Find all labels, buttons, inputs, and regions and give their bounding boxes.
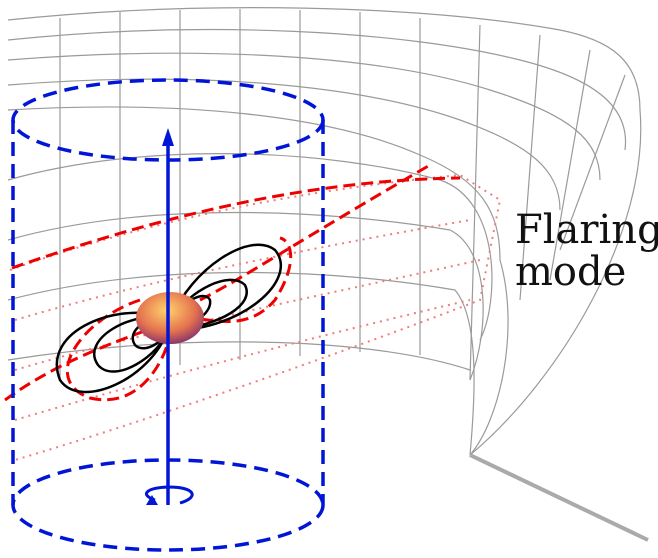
fold-edge [470, 260, 508, 455]
axis-arrowhead [162, 128, 174, 146]
axis-edge [470, 455, 648, 540]
diagram: Flaring mode [0, 0, 658, 558]
inner-rim [8, 107, 500, 260]
star [136, 292, 204, 344]
flaring-boundary [5, 165, 460, 400]
flaring-region [10, 175, 500, 460]
label-line: Flaring [515, 207, 658, 253]
grid-arc [8, 273, 474, 456]
upper-boundary [12, 178, 460, 268]
grid-arc [8, 53, 600, 180]
outer-rim [8, 8, 640, 110]
region-outline [10, 175, 500, 460]
label-line: mode [515, 249, 626, 295]
